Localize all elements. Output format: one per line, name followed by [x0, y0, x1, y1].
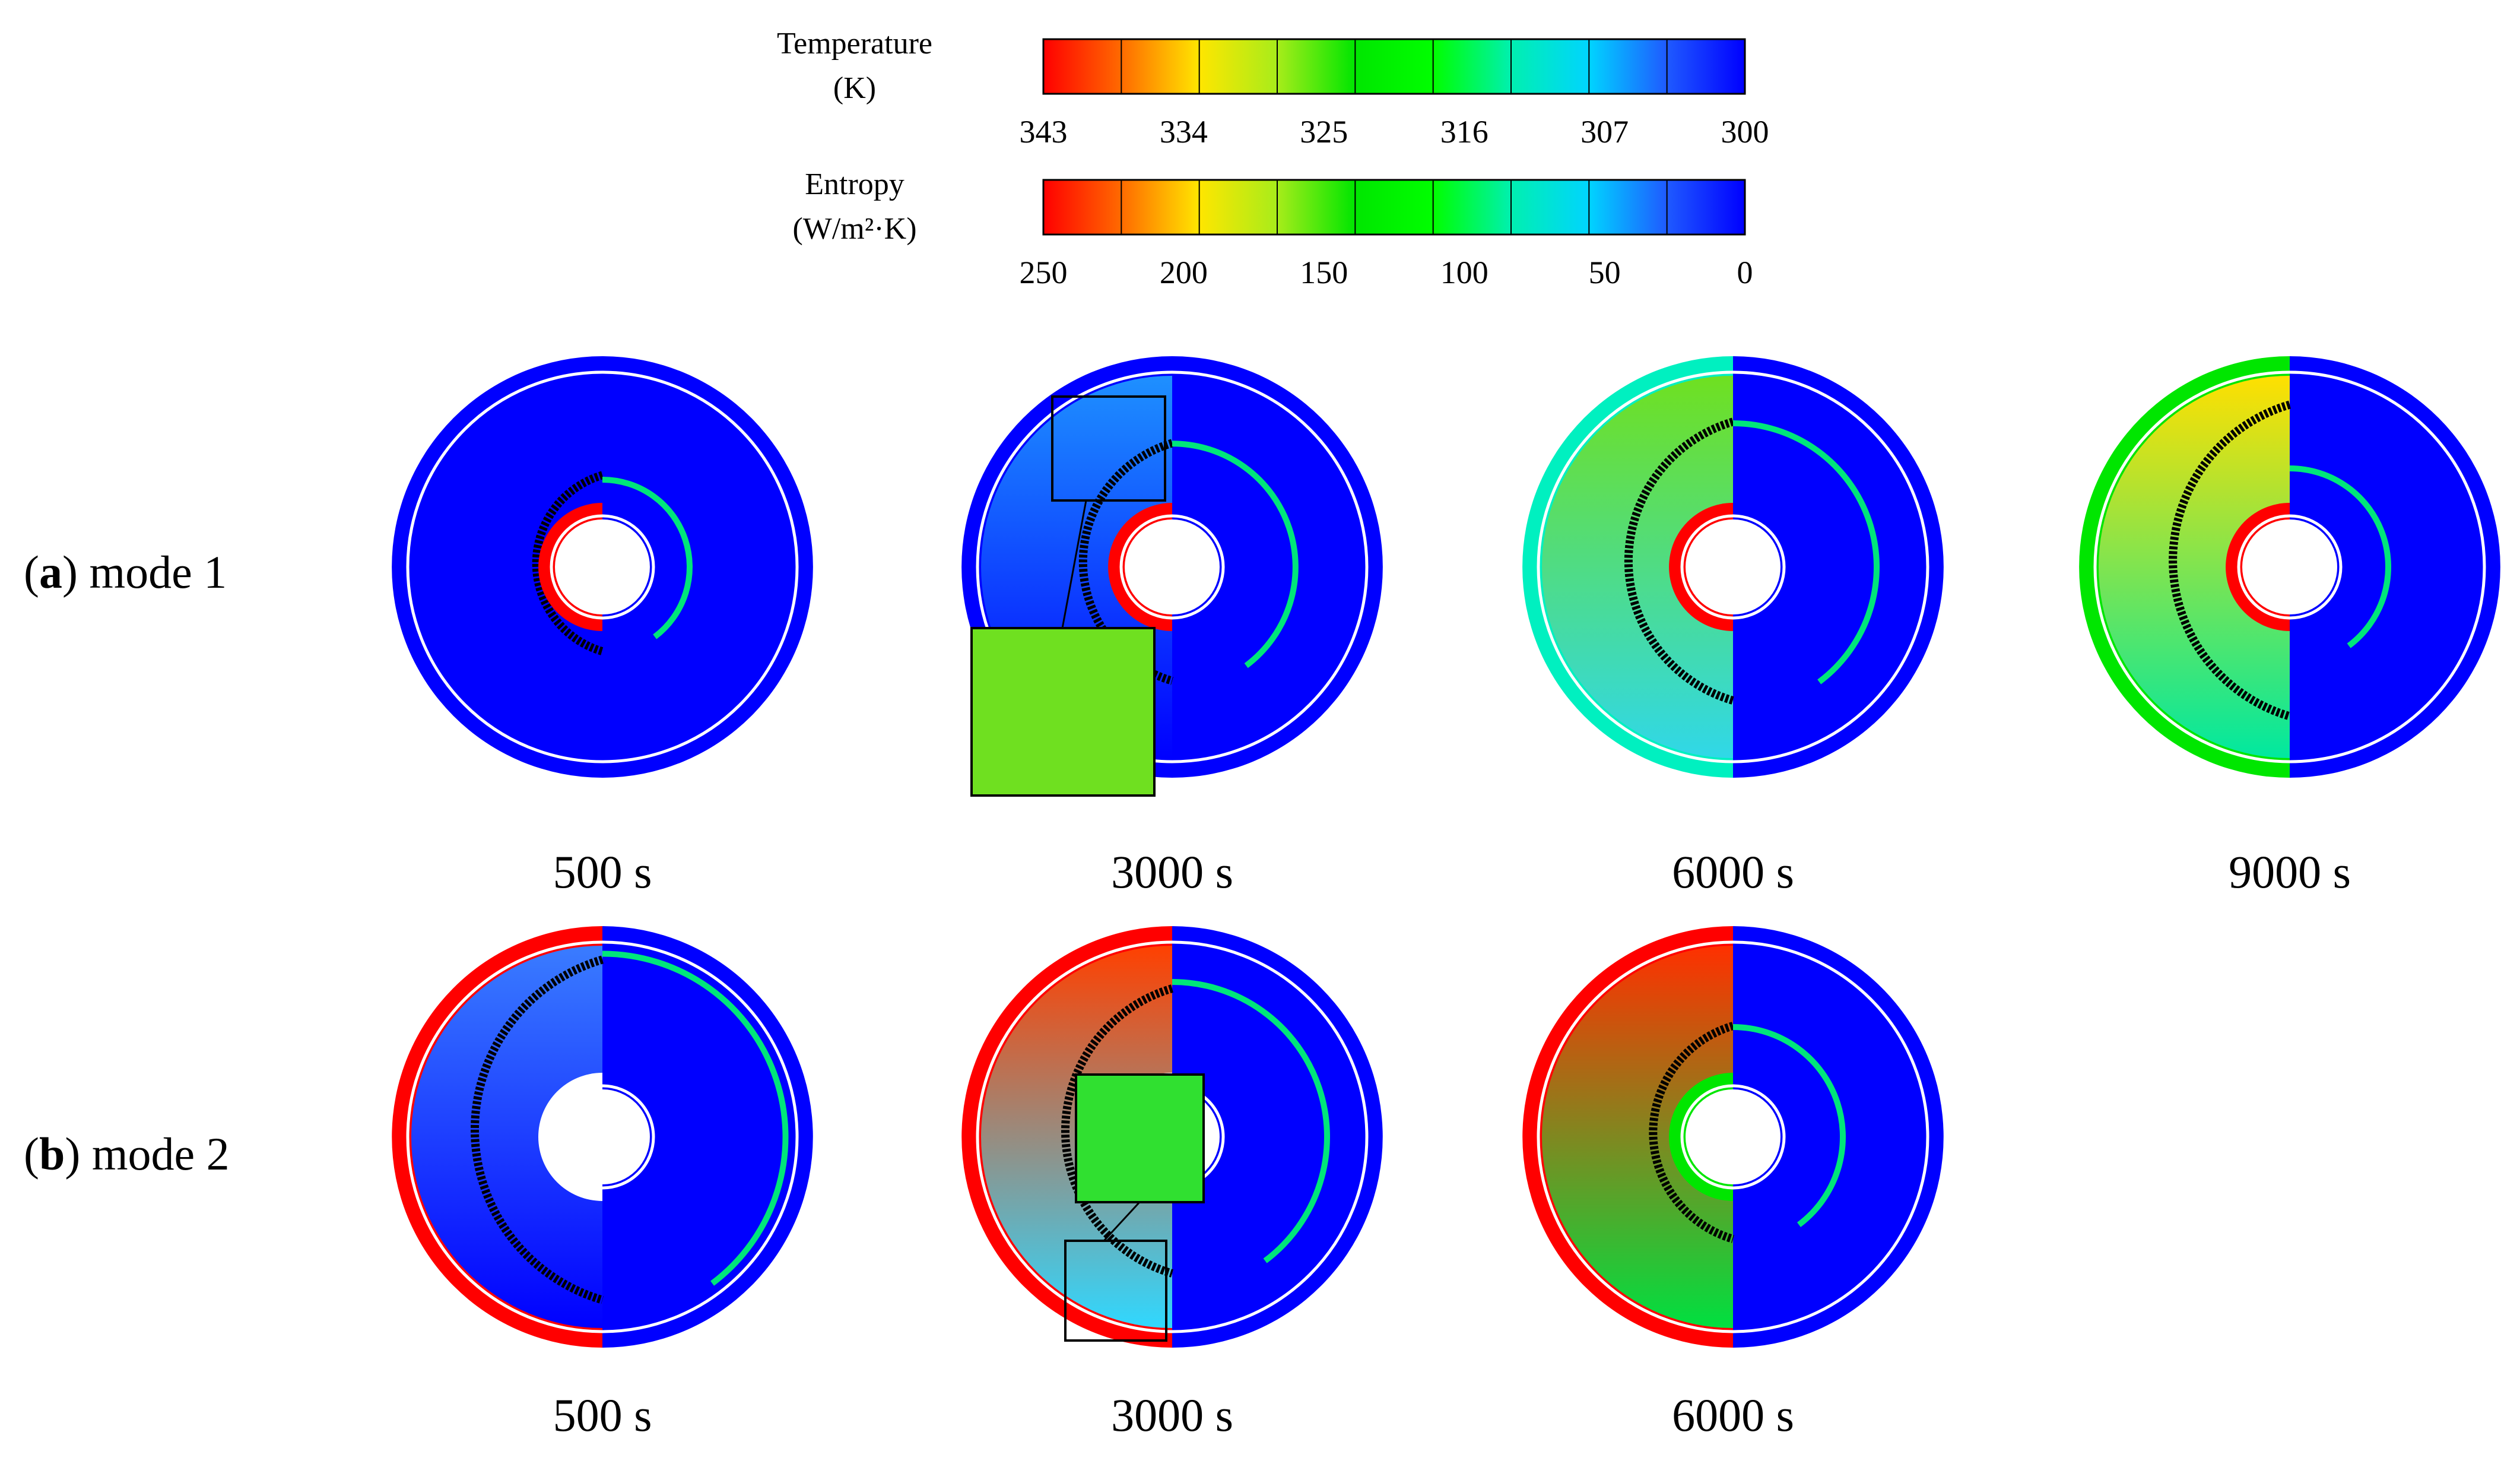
inner-hole	[1686, 519, 1780, 614]
outer-wall-boundary	[1537, 370, 1929, 763]
annulus-panel-a-3	[1522, 356, 1944, 778]
colorbar-tick-label: 343	[1020, 114, 1068, 150]
melt-front	[471, 955, 604, 1304]
temperature-field	[411, 376, 602, 758]
temperature-colorbar: Temperature (K) 343 334 325 316 307 300	[777, 27, 1769, 150]
colorbar-tick-label: 325	[1300, 114, 1348, 150]
colorbar-tick-label: 250	[1020, 255, 1068, 290]
inner-tube-boundary	[1680, 514, 1786, 620]
entropy-field	[2290, 356, 2500, 778]
colorbar-tick-label: 300	[1721, 114, 1769, 150]
temperature-field	[1542, 376, 1733, 758]
outer-wall-boundary	[2093, 370, 2486, 763]
inner-tube-boundary	[1680, 1084, 1786, 1190]
outer-wall-boundary	[406, 940, 799, 1333]
melt-front	[2169, 400, 2291, 721]
entropy-field	[1733, 926, 1944, 1348]
entropy-title-line2: (W/m²·K)	[792, 212, 916, 246]
outer-wall-boundary	[406, 370, 799, 763]
zoom-inset-box	[1075, 1073, 1205, 1203]
entropy-title-line1: Entropy	[805, 167, 904, 201]
entropy-generation-line	[602, 477, 693, 639]
inner-tube-boundary	[550, 1084, 655, 1190]
temperature-title-line2: (K)	[833, 71, 876, 105]
inner-tube-boundary	[2237, 514, 2343, 620]
colorbar-tick-label: 316	[1440, 114, 1488, 150]
zoom-pointer	[1061, 500, 1087, 629]
time-label-a-3: 6000 s	[1672, 846, 1794, 898]
inner-hole	[555, 1089, 650, 1184]
outer-wall-boundary	[976, 940, 1369, 1333]
temperature-colorbar-gradient	[1042, 38, 1746, 95]
inner-hole	[1686, 1089, 1780, 1184]
temperature-field	[411, 946, 602, 1328]
entropy-generation-line	[1732, 420, 1880, 685]
inner-hole	[1125, 519, 1220, 614]
melt-front	[532, 471, 604, 655]
entropy-colorbar-gradient	[1042, 179, 1746, 236]
zoom-inset-box	[970, 627, 1156, 797]
colorbar-tick-label: 200	[1160, 255, 1208, 290]
zoom-inset-b-3000s	[1064, 1073, 1205, 1342]
colorbar-tick-label: 0	[1737, 255, 1753, 290]
inner-hole	[555, 519, 650, 614]
outer-wall-boundary	[1537, 940, 1929, 1333]
entropy-generation-line	[1172, 979, 1330, 1263]
colorbar-tick-label: 150	[1300, 255, 1348, 290]
colorbar-tick-label: 307	[1580, 114, 1629, 150]
melt-front	[1061, 984, 1173, 1278]
colorbar-tick-label: 100	[1440, 255, 1488, 290]
temperature-title-line1: Temperature	[777, 27, 932, 61]
melt-front	[1624, 417, 1734, 705]
row-label-mode-1-text: ) mode 1	[62, 546, 227, 598]
zoom-pointer	[1103, 1201, 1141, 1242]
entropy-generation-line	[602, 950, 789, 1286]
entropy-field	[1733, 356, 1944, 778]
row-label-mode-1-letter: a	[39, 546, 62, 598]
row-label-mode-2: (b) mode 2	[24, 1128, 230, 1180]
time-label-b-1: 500 s	[553, 1389, 652, 1441]
colorbar-tick-label: 50	[1589, 255, 1621, 290]
row-label-mode-2-letter: b	[39, 1128, 65, 1180]
entropy-generation-line	[1172, 441, 1299, 668]
entropy-field	[1172, 356, 1383, 778]
time-label-b-2: 3000 s	[1111, 1389, 1233, 1441]
inner-hole	[2242, 519, 2337, 614]
colorbar-tick-label: 334	[1160, 114, 1208, 150]
annulus-panel-b-1	[392, 926, 813, 1348]
temperature-field	[2099, 376, 2290, 758]
time-label-a-4: 9000 s	[2229, 846, 2351, 898]
row-label-mode-2-text: ) mode 2	[65, 1128, 229, 1180]
melt-front	[1078, 439, 1173, 685]
entropy-field	[602, 926, 813, 1348]
zoom-inset-a-3000s	[970, 395, 1166, 797]
entropy-colorbar: Entropy (W/m²·K) 250 200 150 100 50 0	[792, 167, 1753, 290]
zoom-source-box	[1064, 1240, 1167, 1342]
inner-tube-boundary	[1119, 514, 1225, 620]
outer-wall-boundary	[976, 370, 1369, 763]
annulus-panel-a-4	[2079, 356, 2500, 778]
time-label-b-3: 6000 s	[1672, 1389, 1794, 1441]
time-label-a-1: 500 s	[553, 846, 652, 898]
entropy-generation-line	[2289, 465, 2391, 648]
inner-tube-boundary	[550, 514, 655, 620]
temperature-field	[1542, 946, 1733, 1328]
entropy-field	[1172, 926, 1383, 1348]
melt-front	[1649, 1022, 1734, 1243]
entropy-generation-line	[1732, 1024, 1846, 1227]
zoom-source-box	[1051, 395, 1166, 502]
time-label-a-2: 3000 s	[1111, 846, 1233, 898]
entropy-field	[602, 356, 813, 778]
annulus-panel-b-3	[1522, 926, 1944, 1348]
annulus-panel-a-1	[392, 356, 813, 778]
row-label-mode-1: (a) mode 1	[24, 546, 227, 598]
